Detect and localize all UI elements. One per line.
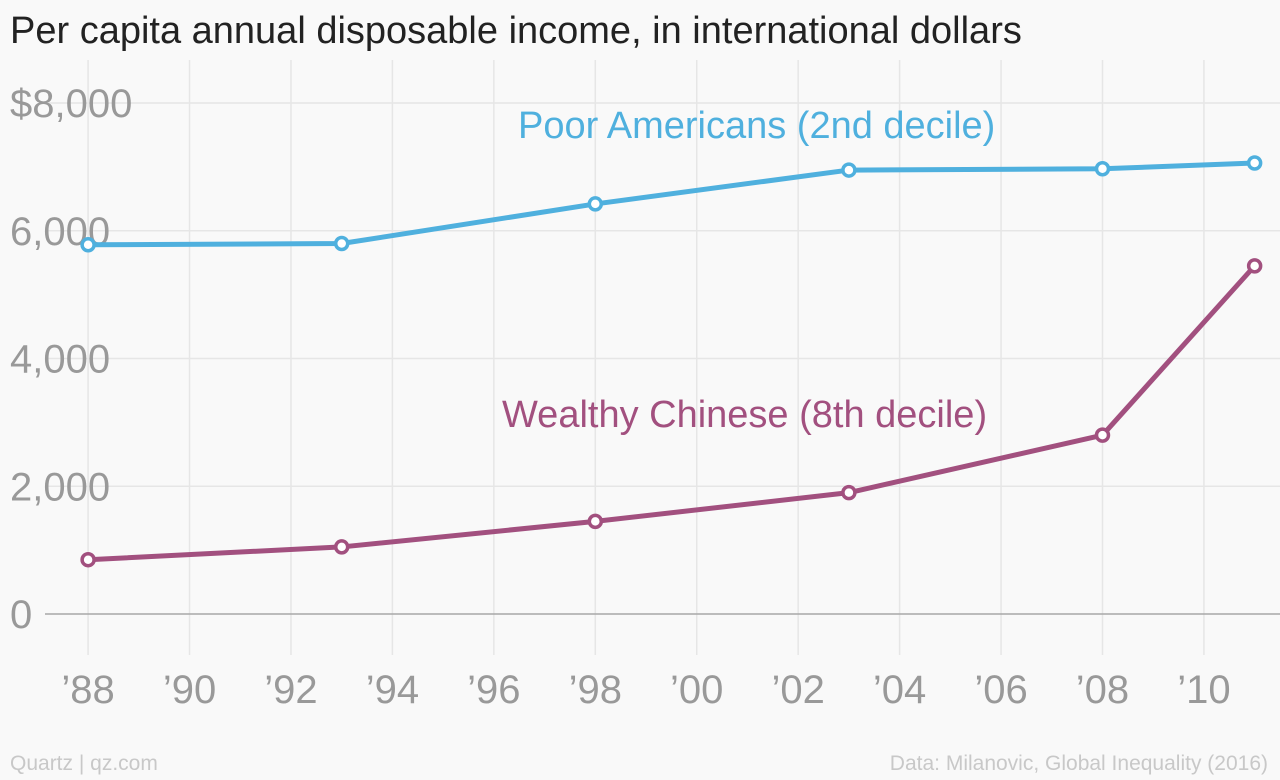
data-point	[1094, 427, 1111, 443]
data-point	[1246, 258, 1263, 274]
data-point	[1094, 161, 1111, 177]
series-label: Poor Americans (2nd decile)	[518, 105, 995, 147]
axes: 02,0004,0006,000$8,000’88’90’92’94’96’98…	[10, 82, 1280, 712]
footer-source: Data: Milanovic, Global Inequality (2016…	[889, 752, 1268, 775]
data-point	[333, 539, 350, 555]
x-tick-label: ’10	[1177, 668, 1230, 712]
x-tick-label: ’92	[264, 668, 317, 712]
data-point	[841, 484, 857, 501]
footer-credit: Quartz | qz.com	[10, 752, 158, 775]
data-point	[1246, 155, 1263, 171]
x-tick-label: ’94	[366, 668, 419, 712]
x-tick-label: ’08	[1076, 668, 1129, 712]
y-tick-label: $8,000	[10, 82, 132, 126]
data-point	[333, 235, 350, 252]
data-point	[80, 551, 96, 568]
chart-title: Per capita annual disposable income, in …	[10, 10, 1022, 52]
data-point	[80, 237, 96, 253]
series-labels: Poor Americans (2nd decile) Wealthy Chine…	[502, 105, 995, 436]
x-tick-label: ’00	[670, 668, 723, 712]
x-tick-label: ’04	[873, 668, 926, 712]
y-tick-label: 4,000	[10, 338, 110, 382]
series-lines	[80, 155, 1263, 568]
series-line	[85, 160, 1258, 248]
y-tick-label: 2,000	[10, 465, 110, 509]
data-point	[587, 196, 604, 212]
series-line	[85, 263, 1258, 563]
x-tick-label: ’90	[163, 668, 216, 712]
data-point	[587, 513, 604, 530]
x-tick-label: ’06	[974, 668, 1027, 712]
x-tick-label: ’96	[467, 668, 520, 712]
x-tick-label: ’88	[61, 668, 114, 712]
series-label: Wealthy Chinese (8th decile)	[502, 394, 987, 436]
x-tick-label: ’98	[569, 668, 622, 712]
grid-lines	[45, 60, 1280, 655]
x-tick-label: ’02	[771, 668, 824, 712]
data-point	[841, 162, 857, 178]
y-tick-label: 0	[10, 593, 32, 637]
